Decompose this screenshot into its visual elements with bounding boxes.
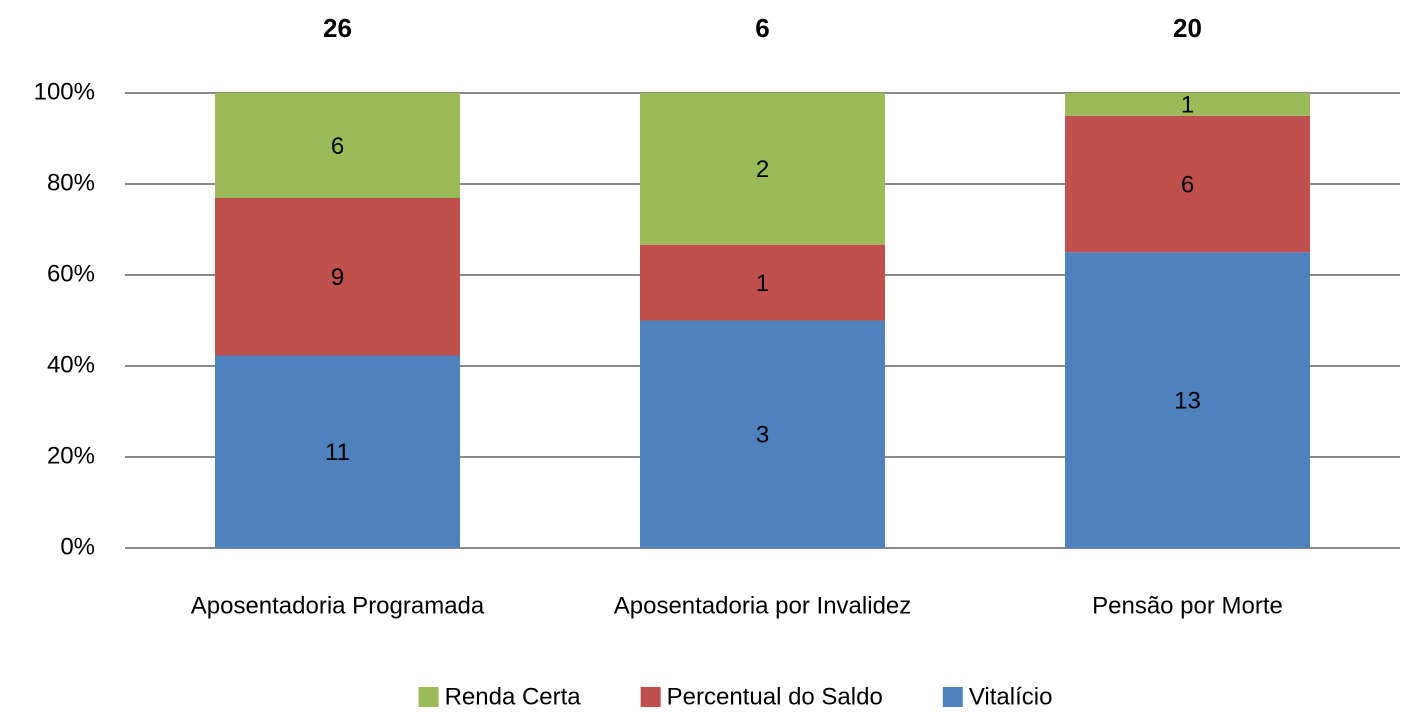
data-label: 9 xyxy=(331,264,344,291)
bar-segment xyxy=(640,244,885,321)
legend-label: Percentual do Saldo xyxy=(667,683,883,710)
bar-segment xyxy=(1065,93,1310,116)
y-tick-label: 60% xyxy=(47,260,95,287)
bar-segment xyxy=(215,93,460,198)
x-tick-label: Pensão por Morte xyxy=(1092,592,1283,619)
data-label: 6 xyxy=(331,133,344,160)
x-tick-label: Aposentadoria Programada xyxy=(191,592,485,619)
data-label: 6 xyxy=(1181,171,1194,198)
x-tick-label: Aposentadoria por Invalidez xyxy=(614,592,912,619)
data-label: 2 xyxy=(756,156,769,183)
bar-segment xyxy=(215,355,460,548)
data-label: 11 xyxy=(325,439,350,466)
bar-segment xyxy=(1065,252,1310,548)
bar-segment xyxy=(640,93,885,245)
data-label: 13 xyxy=(1174,387,1201,414)
data-label: 3 xyxy=(756,422,769,449)
data-label: 1 xyxy=(1181,92,1194,119)
data-label: 1 xyxy=(756,270,769,297)
legend-label: Vitalício xyxy=(969,683,1053,710)
y-tick-label: 40% xyxy=(47,351,95,378)
bar-segment xyxy=(1065,115,1310,253)
total-label: 20 xyxy=(1173,13,1202,43)
legend-label: Renda Certa xyxy=(445,683,582,710)
bar-segment xyxy=(640,320,885,548)
total-label: 26 xyxy=(323,13,352,43)
y-tick-label: 80% xyxy=(47,169,95,196)
bar-segment xyxy=(215,198,460,356)
legend-swatch xyxy=(640,687,661,707)
y-tick-label: 100% xyxy=(34,78,95,105)
legend-swatch xyxy=(942,687,963,707)
y-tick-label: 20% xyxy=(47,442,95,469)
y-tick-label: 0% xyxy=(60,533,95,560)
legend-swatch xyxy=(418,687,439,707)
total-label: 6 xyxy=(755,13,769,43)
